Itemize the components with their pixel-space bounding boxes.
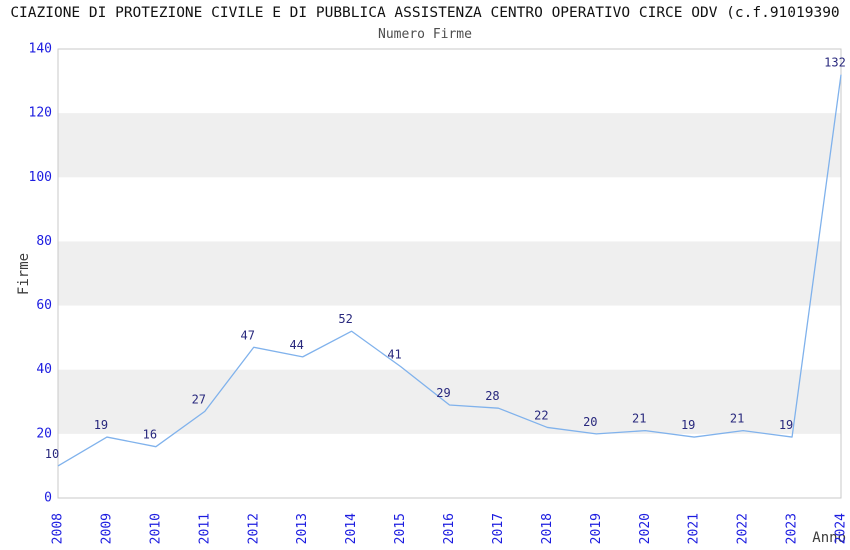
data-point-label: 10 bbox=[45, 447, 59, 461]
x-tick-label: 2012 bbox=[246, 513, 261, 544]
x-tick-label: 2010 bbox=[148, 513, 163, 544]
y-tick-label: 100 bbox=[29, 170, 52, 185]
y-tick-label: 120 bbox=[29, 106, 52, 121]
x-tick-label: 2013 bbox=[295, 513, 310, 544]
data-point-label: 19 bbox=[681, 418, 695, 432]
data-line bbox=[57, 74, 842, 467]
y-tick-label: 80 bbox=[36, 234, 52, 249]
x-tick-label: 2023 bbox=[785, 513, 800, 544]
data-point-label: 132 bbox=[824, 56, 846, 70]
x-tick-label: 2022 bbox=[736, 513, 751, 544]
grid-band bbox=[58, 241, 841, 306]
x-tick-label: 2016 bbox=[442, 513, 457, 544]
data-point-label: 19 bbox=[779, 418, 793, 432]
data-point-label: 21 bbox=[632, 412, 646, 426]
data-point-label: 20 bbox=[583, 415, 597, 429]
data-point-label: 16 bbox=[143, 428, 157, 442]
data-point-label: 47 bbox=[241, 328, 255, 342]
x-tick-label: 2017 bbox=[491, 513, 506, 544]
x-axis-label: Anno bbox=[812, 530, 846, 546]
chart-subtitle: Numero Firme bbox=[378, 27, 472, 42]
data-point-label: 21 bbox=[730, 412, 744, 426]
x-tick-label: 2015 bbox=[393, 513, 408, 544]
data-point-label: 52 bbox=[338, 312, 352, 326]
y-axis-label: Firme bbox=[16, 253, 32, 295]
data-point-label: 29 bbox=[436, 386, 450, 400]
y-tick-label: 60 bbox=[36, 298, 52, 313]
x-tick-label: 2008 bbox=[51, 513, 66, 544]
data-point-label: 28 bbox=[485, 389, 499, 403]
data-point-label: 41 bbox=[387, 348, 401, 362]
grid-band bbox=[58, 369, 841, 434]
chart-title: CIAZIONE DI PROTEZIONE CIVILE E DI PUBBL… bbox=[10, 5, 840, 21]
y-tick-label: 40 bbox=[36, 362, 52, 377]
x-tick-label: 2018 bbox=[540, 513, 555, 544]
x-tick-label: 2024 bbox=[834, 513, 849, 544]
data-point-label: 19 bbox=[94, 418, 108, 432]
data-point-label: 44 bbox=[289, 338, 303, 352]
x-tick-label: 2011 bbox=[197, 513, 212, 544]
x-tick-label: 2019 bbox=[589, 513, 604, 544]
x-tick-label: 2020 bbox=[638, 513, 653, 544]
x-tick-label: 2021 bbox=[687, 513, 702, 544]
plot-border bbox=[57, 48, 842, 499]
y-tick-label: 0 bbox=[44, 491, 52, 506]
data-point-label: 27 bbox=[192, 392, 206, 406]
x-tick-label: 2009 bbox=[99, 513, 114, 544]
x-tick-label: 2014 bbox=[344, 513, 359, 544]
y-tick-label: 140 bbox=[29, 42, 52, 57]
y-tick-label: 20 bbox=[36, 426, 52, 441]
data-point-label: 22 bbox=[534, 408, 548, 422]
grid-band bbox=[58, 113, 841, 178]
